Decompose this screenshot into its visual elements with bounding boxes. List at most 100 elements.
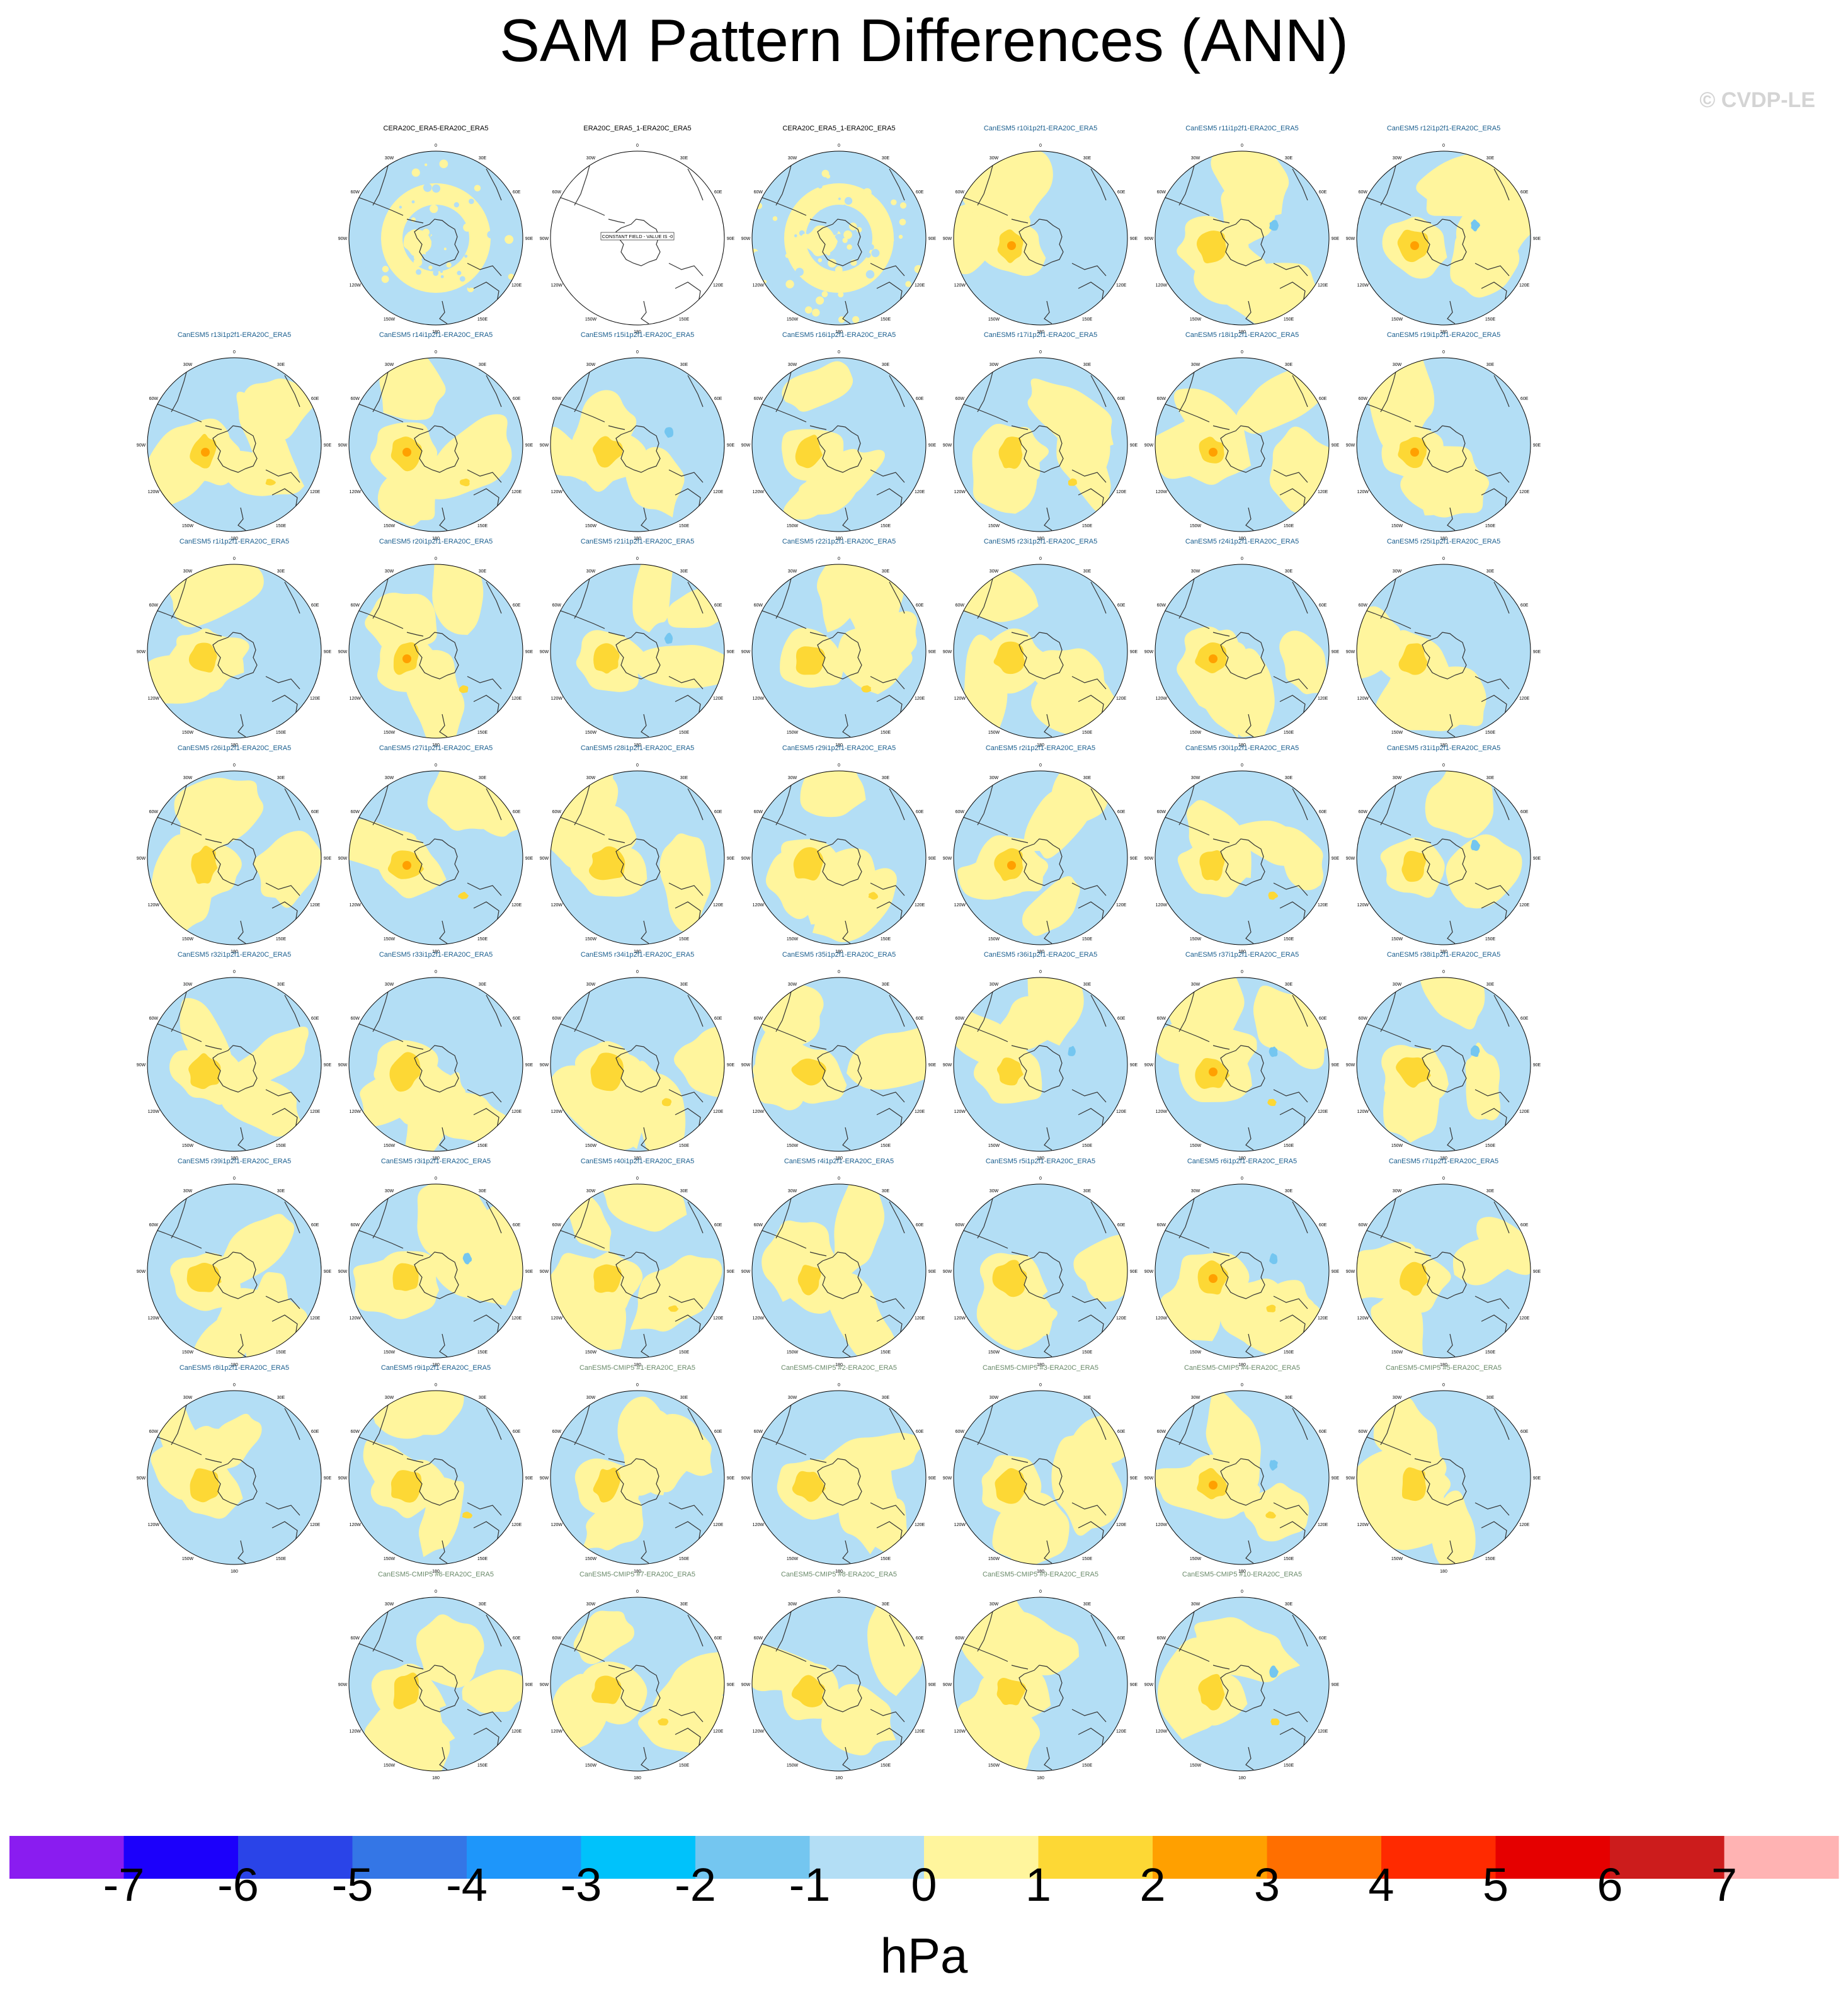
coastline (752, 1226, 807, 1249)
longitude-label: 150E (1082, 1350, 1093, 1355)
longitude-label: 30E (1285, 776, 1293, 780)
field-speckle (835, 194, 838, 197)
longitude-label: 150W (384, 731, 396, 735)
field-speckle (505, 235, 514, 244)
field-positive-2 (459, 685, 469, 693)
coastline (817, 1045, 862, 1093)
coastline (1474, 263, 1510, 276)
polar-map: 0 30W 30E 60W 60E 90W 90E 120W 120E 150W 150E 180 (540, 350, 735, 541)
longitude-label: 150W (1391, 1350, 1403, 1355)
coastline (349, 1020, 404, 1042)
longitude-label: 0 (1039, 1590, 1042, 1594)
colorbar-tick-label: -5 (331, 1859, 374, 1911)
longitude-label: 30E (680, 569, 688, 574)
field-speckle (906, 225, 915, 234)
longitude-label: 30E (680, 776, 688, 780)
panel-title: CanESM5 r9i1p2f1-ERA20C_ERA5 (380, 1364, 491, 1372)
coastline (954, 1433, 1008, 1456)
longitude-label: 120E (1116, 283, 1127, 288)
longitude-label: 150W (1190, 1763, 1202, 1768)
longitude-label: 90E (1332, 1270, 1340, 1274)
longitude-label: 150E (1485, 317, 1496, 322)
longitude-label: 90W (1144, 650, 1154, 654)
longitude-label: 60E (1319, 1017, 1327, 1021)
field-speckle (381, 275, 389, 283)
longitude-label: 120E (310, 903, 321, 908)
field-speckle (425, 163, 428, 166)
field-speckle (439, 159, 448, 169)
coastline (687, 1201, 704, 1234)
coastline (954, 607, 1008, 629)
map-panel: CanESM5 r26i1p2f1-ERA20C_ERA5 0 30W 30E 60W 6… (134, 744, 335, 954)
field-speckle (489, 203, 498, 212)
longitude-label: 120W (350, 283, 362, 288)
longitude-label: 60E (1319, 603, 1327, 608)
longitude-label: 30E (1486, 1396, 1495, 1400)
field-positive (598, 1184, 687, 1232)
field-negative (954, 977, 1127, 1151)
longitude-label: 150E (1082, 524, 1093, 528)
field-speckle (772, 216, 778, 221)
longitude-label: 120E (915, 1523, 925, 1527)
longitude-label: 0 (435, 350, 437, 355)
map-panel: CanESM5-CMIP5 #3-ERA20C_ERA5 0 30W 30E 60W 60… (940, 1364, 1141, 1574)
coastline (870, 1296, 905, 1309)
field-speckle (464, 254, 468, 258)
longitude-label: 0 (1039, 970, 1042, 974)
map-panel: CanESM5 r24i1p2f1-ERA20C_ERA5 0 30W 30E 60W 6… (1141, 538, 1343, 748)
longitude-label: 60W (351, 397, 360, 401)
field-positive-2 (391, 1470, 422, 1503)
polar-map: 0 30W 30E 60W 60E 90W 90E 120W 120E 150W 150E 180 (540, 1176, 735, 1367)
coastline (687, 994, 704, 1027)
longitude-label: 30W (586, 156, 596, 161)
longitude-label: 90W (1346, 237, 1355, 241)
coastline (414, 1251, 459, 1299)
coastline (641, 300, 649, 324)
longitude-label: 0 (838, 1383, 840, 1387)
longitude-label: 150E (1485, 731, 1496, 735)
field-negative-2 (664, 632, 673, 644)
longitude-label: 30W (990, 156, 999, 161)
field-positive (459, 780, 523, 837)
longitude-label: 60W (1359, 603, 1368, 608)
longitude-label: 60E (311, 1223, 319, 1228)
field-speckle (404, 263, 413, 273)
map-border (953, 770, 1128, 945)
longitude-label: 60W (955, 603, 965, 608)
map-border (550, 357, 725, 532)
field-speckle (785, 280, 794, 288)
longitude-label: 90E (525, 1063, 533, 1068)
coastline (1357, 1226, 1412, 1249)
map-panel: CanESM5 r35i1p2f1-ERA20C_ERA5 0 30W 30E 60W 6… (738, 951, 940, 1161)
longitude-label: 150W (182, 1350, 194, 1355)
coastline (752, 1433, 807, 1456)
longitude-label: 120E (1318, 1523, 1328, 1527)
field-positive-3 (201, 448, 210, 457)
field-speckle (916, 241, 925, 251)
coastline (486, 168, 502, 201)
longitude-label: 60E (1319, 397, 1327, 401)
field-speckle (394, 240, 397, 243)
coastline (1071, 263, 1107, 276)
coastline (1292, 788, 1308, 821)
longitude-label: 150E (1284, 317, 1294, 322)
longitude-label: 120E (915, 490, 925, 494)
longitude-label: 90W (741, 443, 751, 448)
longitude-label: 30E (479, 1396, 487, 1400)
longitude-label: 150W (1391, 1557, 1403, 1561)
coastline (1212, 1665, 1230, 1670)
longitude-label: 90E (1332, 1683, 1340, 1687)
coastline (1245, 920, 1254, 944)
longitude-label: 150E (1284, 1557, 1294, 1561)
field-speckle (844, 251, 852, 258)
longitude-label: 90E (1533, 650, 1541, 654)
polar-map: 0 30W 30E 60W 60E 90W 90E 120W 120E 150W 150E 180 (1144, 1176, 1340, 1367)
longitude-label: 30E (479, 983, 487, 987)
field-negative-2 (1269, 1253, 1278, 1265)
longitude-label: 30W (990, 1602, 999, 1607)
longitude-label: 150W (988, 1763, 1000, 1768)
coastline (1011, 838, 1029, 843)
longitude-label: 120E (1519, 283, 1530, 288)
colorbar-tick-label: 6 (1597, 1859, 1623, 1911)
polar-map: 0 30W 30E 60W 60E 90W 90E 120W 120E 150W 150E 180 (540, 763, 735, 954)
